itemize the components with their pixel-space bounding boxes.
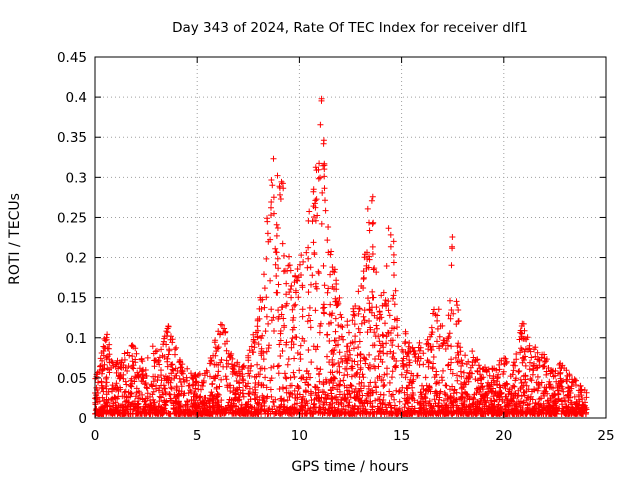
x-tick-label: 15 [393,428,410,444]
y-tick-label: 0.25 [57,210,87,226]
y-tick-label: 0.35 [57,130,87,146]
x-axis-label: GPS time / hours [291,459,408,475]
x-tick-label: 0 [91,428,100,444]
x-tick-label: 5 [193,428,202,444]
y-tick-label: 0.05 [57,371,87,387]
y-tick-label: 0.2 [66,251,87,267]
y-tick-label: 0.1 [66,331,87,347]
x-tick-label: 25 [597,428,614,444]
y-tick-label: 0.3 [66,170,87,186]
roti-plus-markers [92,95,590,417]
grid-lines [95,57,606,418]
x-tick-label: 20 [495,428,512,444]
y-tick-label: 0.4 [66,90,87,106]
y-tick-label: 0.15 [57,291,87,307]
y-axis-label: ROTI / TECUs [7,193,23,285]
chart-title: Day 343 of 2024, Rate Of TEC Index for r… [172,20,528,36]
data-points [92,95,590,417]
x-tick-label: 10 [291,428,308,444]
y-tick-label: 0 [78,411,87,427]
y-tick-label: 0.45 [57,50,87,66]
plot-frame [94,56,607,419]
axis-ticks: 0 0.05 0.1 0.15 0.2 0.25 0.3 0.35 0.4 0.45 0 5 10 15 2… [57,50,615,444]
